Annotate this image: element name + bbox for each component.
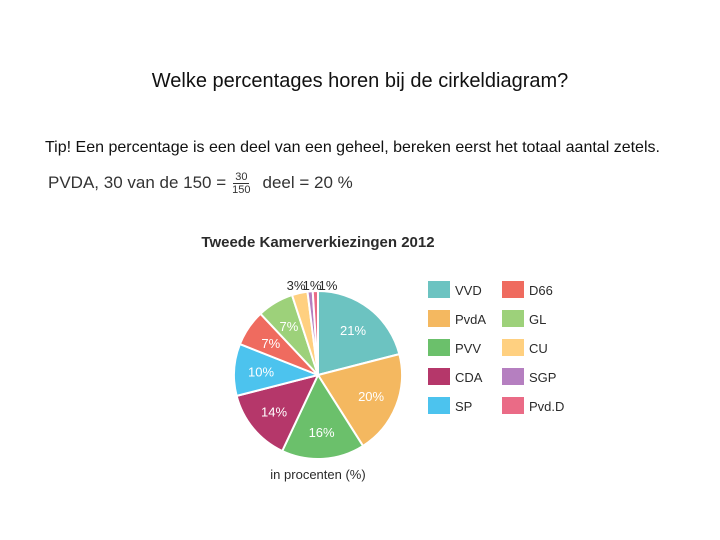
- slice-labels: 21%20%16%14%10%7%7%3%1%1%: [248, 278, 385, 440]
- slice-label-pvv: 16%: [309, 425, 335, 440]
- legend-label-pvda: PvdA: [455, 312, 486, 327]
- chart-caption: in procenten (%): [270, 467, 365, 482]
- slice-label-d66: 7%: [261, 336, 280, 351]
- legend-swatch-pvv: [428, 339, 450, 356]
- slice-label-cu: 3%: [287, 278, 306, 293]
- legend: VVD D66 PvdA GL PVV CU CDA SGP SP Pvd.D: [428, 281, 564, 414]
- legend-swatch-cda: [428, 368, 450, 385]
- formula-denominator: 150: [232, 183, 251, 196]
- legend-swatch-vvd: [428, 281, 450, 298]
- pie-slice-pvv: [280, 372, 365, 460]
- legend-label-pvv: PVV: [455, 341, 481, 356]
- legend-swatch-sgp: [502, 368, 524, 385]
- chart-title: Tweede Kamerverkiezingen 2012: [201, 234, 434, 251]
- formula-left: PVDA, 30 van de 150 =: [48, 173, 227, 192]
- formula-fraction: 30 150: [230, 171, 252, 196]
- example-formula: PVDA, 30 van de 150 = 30 150 deel = 20 %: [48, 166, 353, 200]
- pie-slice-vvd: [317, 289, 401, 377]
- legend-swatch-gl: [502, 310, 524, 327]
- legend-swatch-d66: [502, 281, 524, 298]
- tip-text: Tip! Een percentage is een deel van een …: [45, 139, 660, 156]
- legend-swatch-cu: [502, 339, 524, 356]
- pie-slice-cda: [235, 373, 320, 453]
- slice-label-gl: 7%: [280, 319, 299, 334]
- pie-slices: [233, 289, 403, 460]
- slice-label-pvdd: 1%: [319, 278, 338, 293]
- legend-label-cda: CDA: [455, 370, 483, 385]
- formula-numerator: 30: [233, 170, 250, 184]
- slide-title: Welke percentages horen bij de cirkeldia…: [151, 70, 569, 92]
- legend-label-gl: GL: [529, 312, 546, 327]
- slice-label-pvda: 20%: [358, 389, 384, 404]
- legend-swatch-sp: [428, 397, 450, 414]
- legend-label-pvdd: Pvd.D: [529, 399, 564, 414]
- slice-label-sp: 10%: [248, 364, 274, 379]
- legend-label-sgp: SGP: [529, 370, 556, 385]
- pie-slice-pvda: [316, 352, 403, 448]
- pie-slice-pvdd: [311, 289, 319, 376]
- slice-label-cda: 14%: [261, 404, 287, 419]
- slice-label-vvd: 21%: [340, 323, 366, 338]
- formula-right: deel = 20 %: [262, 173, 353, 192]
- legend-swatch-pvdd: [502, 397, 524, 414]
- legend-label-vvd: VVD: [455, 283, 482, 298]
- legend-label-cu: CU: [529, 341, 548, 356]
- legend-label-sp: SP: [455, 399, 472, 414]
- legend-label-d66: D66: [529, 283, 553, 298]
- legend-swatch-pvda: [428, 310, 450, 327]
- slice-label-sgp: 1%: [303, 278, 322, 293]
